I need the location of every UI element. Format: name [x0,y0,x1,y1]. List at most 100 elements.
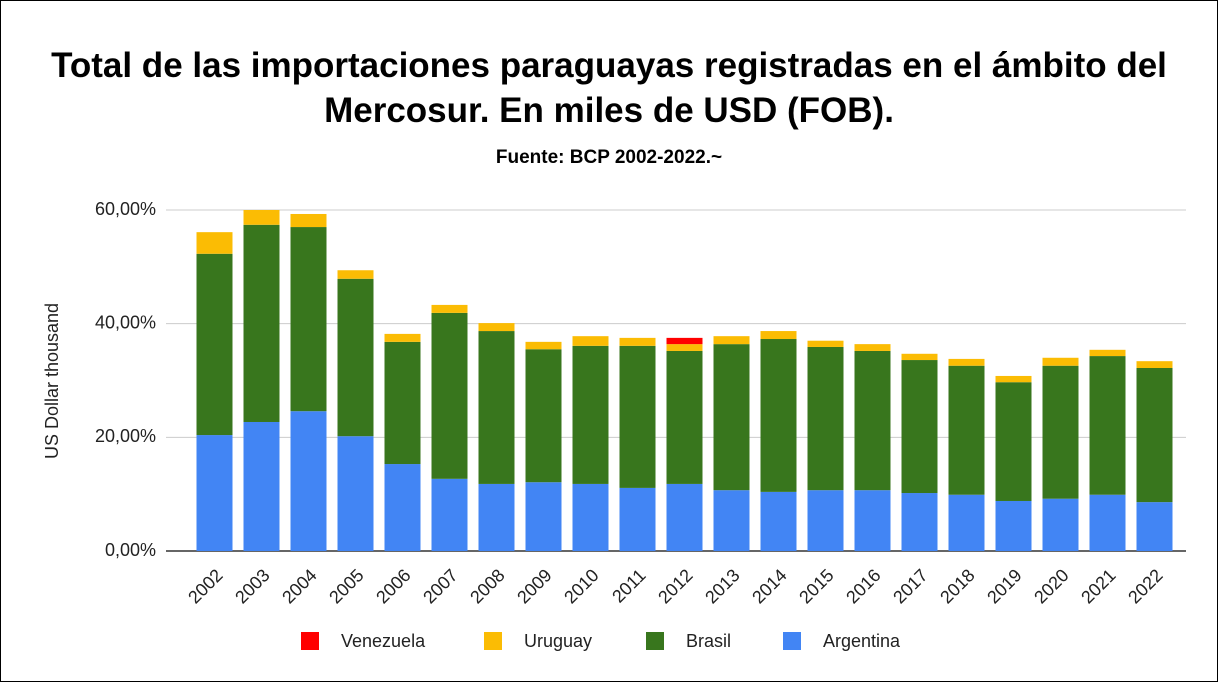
bar-segment [995,500,1032,551]
bar-segment [525,482,562,551]
bar-segment [1089,356,1126,495]
bar-segment [1042,365,1079,499]
x-tick-label: 2019 [983,565,1025,607]
bar-segment [760,339,797,492]
x-tick-label: 2022 [1124,565,1166,607]
bar-segment [948,365,985,495]
x-tick-label: 2014 [748,565,790,607]
bar-segment [901,493,938,551]
bar-segment [807,340,844,347]
x-tick-label: 2010 [560,565,602,607]
bar-segment [525,341,562,350]
bar-segment [713,490,750,551]
bar-segment [760,491,797,551]
x-tick-label: 2021 [1077,565,1119,607]
bar-segment [619,345,656,488]
legend-label: Venezuela [341,631,426,651]
bar-segment [196,253,233,436]
bar-segment [854,344,891,351]
y-tick-label: 20,00% [95,426,156,446]
bar-segment [995,382,1032,501]
y-tick-label: 40,00% [95,312,156,332]
bar-segment [901,360,938,494]
bar-segment [384,464,421,551]
bar-segment [290,213,327,228]
bar-segment [948,358,985,366]
legend-swatch [484,632,502,650]
x-tick-label: 2013 [701,565,743,607]
bar-segment [290,411,327,551]
bar-segment [666,483,703,551]
bar-segment [572,483,609,551]
legend-swatch [301,632,319,650]
y-tick-label: 0,00% [105,540,156,560]
bar-segment [572,336,609,346]
bar-segment [995,375,1032,383]
bar-segment [337,436,374,551]
bar-segment [1136,367,1173,503]
bar-segment [384,333,421,342]
x-tick-label: 2018 [936,565,978,607]
x-tick-label: 2012 [654,565,696,607]
bar-segment [901,353,938,361]
bar-segment [713,336,750,345]
bar-segment [431,478,468,551]
bar-segment [760,331,797,340]
x-tick-label: 2008 [466,565,508,607]
bar-segment [619,337,656,346]
x-tick-label: 2005 [325,565,367,607]
bar-segment [1136,502,1173,551]
bar-segment [478,323,515,332]
legend-swatch [783,632,801,650]
x-tick-label: 2006 [372,565,414,607]
x-tick-label: 2017 [889,565,931,607]
bar-segment [525,349,562,483]
bar-segment [478,331,515,484]
bar-segment [337,278,374,437]
bar-segment [713,344,750,491]
x-tick-label: 2009 [513,565,555,607]
bar-segment [1042,357,1079,366]
x-tick-label: 2020 [1030,565,1072,607]
legend-label: Argentina [823,631,901,651]
legend-label: Brasil [686,631,731,651]
bar-segment [243,224,280,422]
bar-segment [666,344,703,351]
chart-title: Total de las importaciones paraguayas re… [51,46,1167,130]
x-tick-label: 2003 [231,565,273,607]
x-tick-label: 2015 [795,565,837,607]
chart-subtitle: Fuente: BCP 2002-2022.~ [495,147,723,168]
bar-segment [431,304,468,313]
bar-segment [196,435,233,551]
bar-segment [431,312,468,479]
bar-segment [619,487,656,551]
x-tick-label: 2002 [184,565,226,607]
bar-segment [1042,498,1079,551]
bar-segment [243,421,280,551]
bar-segment [572,345,609,484]
bar-segment [807,346,844,491]
bar-segment [807,490,844,551]
x-tick-label: 2016 [842,565,884,607]
bar-segment [196,232,233,254]
bar-segment [854,490,891,551]
bar-segment [1089,494,1126,551]
bar-segment [384,341,421,465]
bar-segment [478,483,515,551]
x-tick-label: 2004 [278,565,320,607]
x-tick-label: 2011 [608,565,650,607]
bar-segment [854,350,891,491]
bar-segment [337,270,374,279]
bar-segment [1089,349,1126,357]
bar-segment [290,227,327,412]
bar-segment [666,350,703,484]
legend-swatch [646,632,664,650]
x-tick-label: 2007 [419,565,461,607]
bar-segment [243,210,280,225]
y-tick-label: 60,00% [95,199,156,219]
bar-segment [666,337,703,345]
bar-segment [948,494,985,551]
legend-label: Uruguay [524,631,592,651]
